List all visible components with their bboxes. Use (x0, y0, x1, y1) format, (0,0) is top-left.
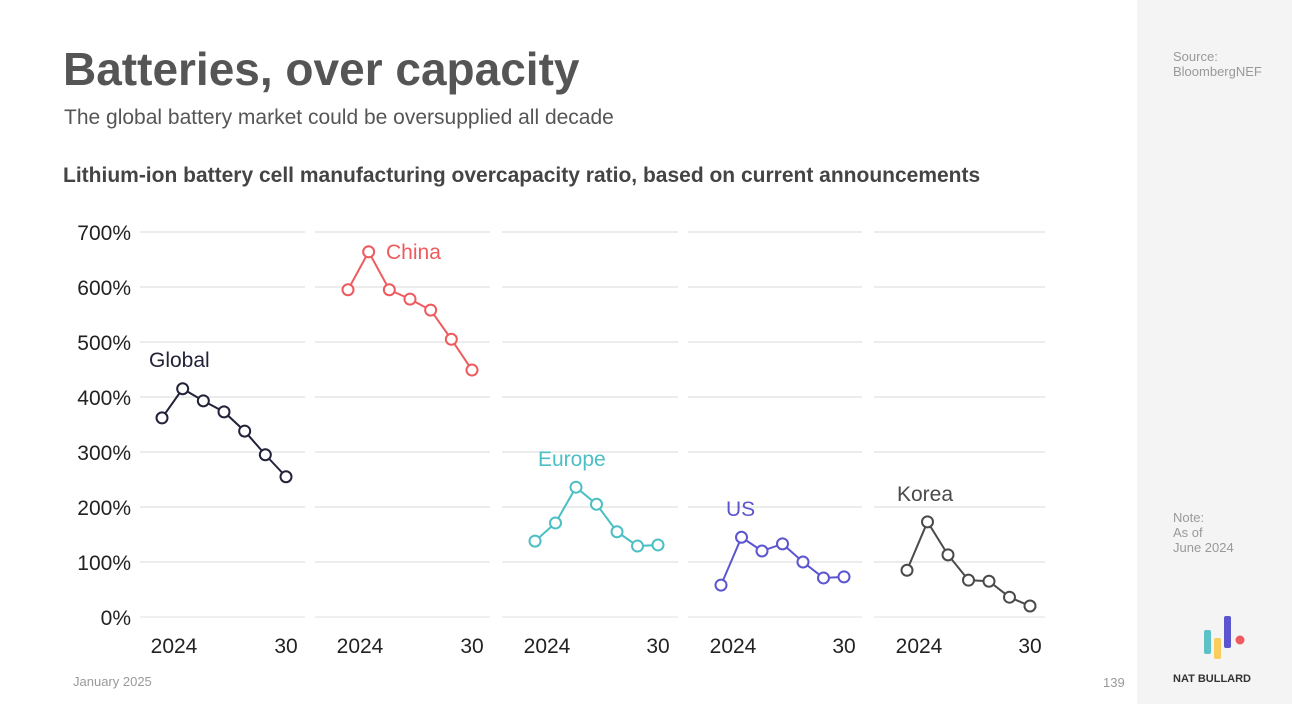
x-tick-label: 2024 (710, 635, 757, 658)
data-point (424, 303, 438, 317)
data-point (817, 571, 830, 585)
note: Note: As of June 2024 (1173, 510, 1234, 555)
x-tick-label: 30 (460, 635, 483, 658)
data-point (569, 480, 583, 494)
series-label: US (726, 498, 755, 521)
data-point (341, 283, 355, 297)
data-point (176, 382, 190, 396)
data-point (590, 497, 603, 511)
data-point (1003, 590, 1016, 604)
note-line2: June 2024 (1173, 540, 1234, 555)
x-tick-label: 2024 (524, 635, 571, 658)
y-tick-label: 100% (77, 552, 131, 575)
brand-name: NAT BULLARD (1173, 673, 1252, 685)
series-line-global (161, 387, 287, 478)
data-point (238, 424, 252, 438)
x-tick-label: 30 (1018, 635, 1041, 658)
series-label: China (386, 241, 441, 264)
data-point (217, 405, 231, 419)
page-title: Batteries, over capacity (63, 43, 580, 95)
data-point (776, 537, 789, 551)
data-point (549, 516, 562, 530)
data-point (735, 530, 748, 544)
y-tick-label: 500% (77, 332, 131, 355)
data-point (651, 538, 665, 552)
data-point (962, 573, 975, 587)
data-point (528, 534, 542, 548)
data-point (610, 525, 624, 539)
y-tick-label: 700% (77, 222, 131, 245)
date: January 2025 (73, 674, 152, 689)
data-point (941, 548, 955, 562)
x-tick-label: 2024 (151, 635, 198, 658)
data-point (921, 515, 934, 529)
data-point (465, 363, 479, 377)
data-point (258, 448, 272, 462)
note-label: Note: (1173, 510, 1205, 525)
series-line-china (347, 249, 473, 371)
x-tick-label: 2024 (896, 635, 943, 658)
x-tick-label: 2024 (337, 635, 384, 658)
chart: 0% 100% 200% 300% 400% 500% 600% 700% Global 2024… (77, 222, 1045, 658)
data-point (796, 555, 810, 569)
source-value: BloombergNEF (1173, 64, 1262, 79)
data-point (155, 411, 169, 425)
series-line-europe (534, 485, 659, 548)
side-panel (1137, 0, 1292, 704)
data-point (755, 544, 769, 558)
data-point (837, 570, 851, 584)
chart-title: Lithium-ion battery cell manufacturing o… (63, 164, 981, 187)
data-point (1023, 599, 1037, 613)
data-point (403, 292, 417, 306)
data-point (900, 563, 914, 577)
data-point (714, 578, 728, 592)
x-tick-label: 30 (274, 635, 297, 658)
series-label: Korea (897, 483, 953, 506)
data-point (382, 283, 396, 297)
x-tick-label: 30 (646, 635, 669, 658)
source: Source: BloombergNEF (1173, 49, 1262, 79)
data-point (362, 245, 376, 259)
series-label: Global (149, 349, 210, 372)
subtitle: The global battery market could be overs… (64, 106, 614, 129)
y-tick-label: 600% (77, 277, 131, 300)
x-tick-label: 30 (832, 635, 855, 658)
data-point (982, 574, 996, 588)
data-point (444, 332, 458, 346)
y-tick-label: 400% (77, 387, 131, 410)
brand-logo-icon (1204, 616, 1245, 659)
y-tick-label: 200% (77, 497, 131, 520)
series-label: Europe (538, 448, 606, 471)
y-tick-label: 0% (101, 607, 131, 630)
y-tick-label: 300% (77, 442, 131, 465)
page-number: 139 (1103, 675, 1125, 690)
data-point (631, 539, 644, 553)
note-line1: As of (1173, 525, 1203, 540)
data-point (279, 470, 293, 484)
data-point (196, 394, 210, 408)
source-label: Source: (1173, 49, 1218, 64)
